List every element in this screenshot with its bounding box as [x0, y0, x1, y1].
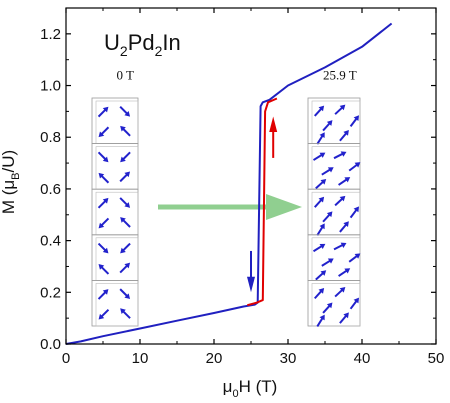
- spin-arrow: [98, 217, 110, 229]
- sweep-down-arrow: [247, 250, 255, 293]
- x-tick-label: 30: [280, 350, 297, 367]
- x-tick-label: 20: [206, 350, 223, 367]
- spin-arrow: [97, 242, 109, 254]
- unit-cell-back: [95, 283, 139, 327]
- y-tick-label: 1.0: [40, 78, 61, 95]
- spin-arrow: [334, 195, 346, 207]
- spin-arrow: [339, 130, 349, 142]
- sweep-up-arrow: [269, 116, 278, 158]
- spin-arrow: [322, 120, 333, 132]
- spin-arrow: [321, 167, 334, 176]
- x-axis-label: μ0H (T): [223, 377, 278, 400]
- spin-arrow: [349, 206, 360, 219]
- spin-arrow: [120, 125, 131, 137]
- spin-arrow: [322, 302, 333, 314]
- series-line-red: [247, 97, 278, 307]
- spin-arrow: [120, 217, 131, 228]
- spin-arrow: [97, 197, 109, 209]
- spin-arrow: [315, 179, 327, 190]
- unit-cell: [307, 97, 361, 144]
- x-tick-label: 50: [428, 350, 445, 367]
- spin-arrow: [314, 196, 325, 208]
- field-increase-arrow: [158, 194, 302, 220]
- y-tick-label: 0.6: [40, 181, 61, 198]
- spin-arrow: [119, 288, 131, 300]
- spin-arrow: [348, 253, 361, 263]
- spin-arrow: [119, 106, 131, 117]
- spin-arrow: [98, 264, 110, 275]
- spin-arrow: [316, 132, 325, 145]
- unit-cell: [307, 188, 361, 236]
- x-tick-label: 40: [354, 350, 371, 367]
- y-tick-label: 1.2: [40, 26, 61, 43]
- spin-arrow: [97, 289, 109, 300]
- field-label: 0 T: [116, 68, 134, 83]
- unit-cell-back: [95, 146, 139, 190]
- spin-arrow: [312, 243, 326, 253]
- x-tick-label: 0: [62, 350, 70, 367]
- spin-arrow: [119, 171, 131, 183]
- unit-cell-back: [95, 191, 139, 236]
- spin-arrow: [98, 126, 110, 138]
- spin-arrow: [98, 172, 110, 184]
- spin-arrow: [120, 242, 131, 254]
- spin-arrow: [334, 287, 346, 298]
- unit-cell-back: [95, 237, 139, 281]
- spin-arrow: [316, 223, 325, 236]
- spin-arrow: [97, 106, 109, 118]
- compound-label: U2Pd2In: [104, 30, 181, 59]
- field-label: 25.9 T: [323, 68, 357, 83]
- spin-arrow: [315, 270, 327, 281]
- spin-arrow: [316, 314, 325, 327]
- annotations: 0 T 25.9 T: [116, 68, 357, 293]
- y-tick-label: 0.8: [40, 129, 61, 146]
- y-tick-label: 0.0: [40, 336, 61, 353]
- spin-arrow: [339, 221, 349, 233]
- unit-cell: [91, 143, 139, 190]
- spin-arrow: [97, 151, 109, 163]
- spin-arrow: [349, 115, 360, 127]
- series-layer: [65, 22, 393, 345]
- spin-arrow: [349, 297, 360, 310]
- crystal-structures: [91, 97, 361, 327]
- spin-arrow: [98, 308, 110, 320]
- spin-arrow: [120, 308, 131, 319]
- unit-cell-back: [95, 100, 139, 144]
- axis-ticks: 0 10 20 30 40 50 0.0 0.2 0.4 0.6 0.8 1.0 1.2: [40, 8, 444, 367]
- spin-arrow: [119, 197, 131, 208]
- y-axis-label: M (μB/U): [0, 150, 22, 214]
- spin-arrow: [338, 268, 351, 277]
- y-tick-label: 0.4: [40, 233, 61, 250]
- spin-arrow: [333, 151, 347, 160]
- unit-cell-back: [311, 283, 361, 327]
- x-tick-label: 10: [132, 350, 149, 367]
- spin-arrow: [314, 287, 325, 300]
- spin-arrow: [120, 151, 131, 163]
- spin-arrow: [348, 162, 361, 172]
- spin-arrow: [334, 104, 346, 115]
- spin-arrow: [321, 258, 334, 267]
- unit-cell: [307, 143, 361, 190]
- spin-arrow: [338, 177, 351, 186]
- structure-0T: [91, 97, 139, 327]
- spin-arrow: [119, 262, 131, 274]
- unit-cell: [307, 234, 361, 281]
- spin-arrow: [333, 242, 347, 251]
- unit-cell: [307, 279, 361, 327]
- spin-arrow: [322, 211, 333, 223]
- spin-arrow: [312, 152, 326, 161]
- spin-arrow: [339, 312, 349, 324]
- spin-arrow: [314, 105, 325, 117]
- structure-25.9T: [307, 97, 361, 327]
- unit-cell: [91, 234, 139, 281]
- y-tick-label: 0.2: [40, 284, 61, 301]
